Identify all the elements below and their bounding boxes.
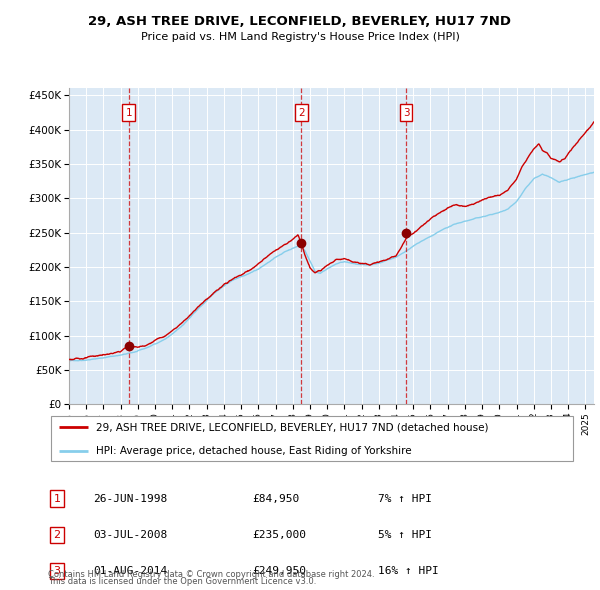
Text: 29, ASH TREE DRIVE, LECONFIELD, BEVERLEY, HU17 7ND (detached house): 29, ASH TREE DRIVE, LECONFIELD, BEVERLEY… [95,422,488,432]
Text: 2: 2 [53,530,61,540]
Text: Contains HM Land Registry data © Crown copyright and database right 2024.: Contains HM Land Registry data © Crown c… [48,571,374,579]
Text: 5% ↑ HPI: 5% ↑ HPI [378,530,432,540]
Text: 2: 2 [298,107,305,117]
Text: 16% ↑ HPI: 16% ↑ HPI [378,566,439,576]
Text: 29, ASH TREE DRIVE, LECONFIELD, BEVERLEY, HU17 7ND: 29, ASH TREE DRIVE, LECONFIELD, BEVERLEY… [89,15,511,28]
Text: 3: 3 [53,566,61,576]
Text: 1: 1 [125,107,132,117]
Text: 7% ↑ HPI: 7% ↑ HPI [378,494,432,503]
Text: 03-JUL-2008: 03-JUL-2008 [93,530,167,540]
Text: This data is licensed under the Open Government Licence v3.0.: This data is licensed under the Open Gov… [48,578,316,586]
Text: 26-JUN-1998: 26-JUN-1998 [93,494,167,503]
Text: Price paid vs. HM Land Registry's House Price Index (HPI): Price paid vs. HM Land Registry's House … [140,32,460,42]
FancyBboxPatch shape [50,415,574,461]
Text: £84,950: £84,950 [252,494,299,503]
Text: £235,000: £235,000 [252,530,306,540]
Text: 3: 3 [403,107,409,117]
Text: 1: 1 [53,494,61,503]
Text: 01-AUG-2014: 01-AUG-2014 [93,566,167,576]
Text: £249,950: £249,950 [252,566,306,576]
Text: HPI: Average price, detached house, East Riding of Yorkshire: HPI: Average price, detached house, East… [95,445,411,455]
